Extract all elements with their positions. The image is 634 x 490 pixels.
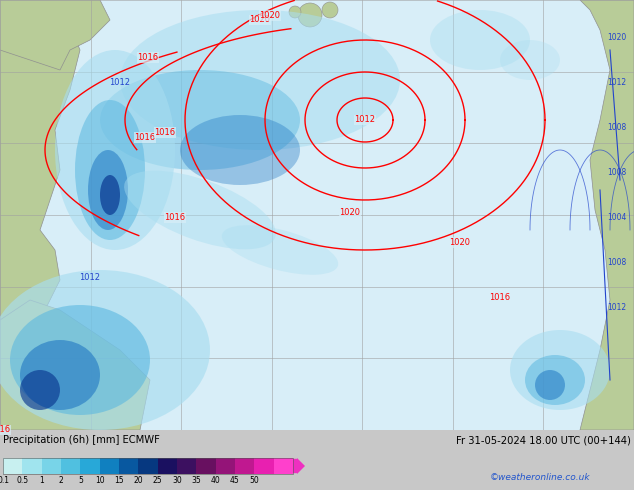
Text: 10: 10 [95,475,105,485]
Ellipse shape [88,150,128,230]
Polygon shape [0,300,150,430]
Text: 1012: 1012 [110,78,131,87]
Ellipse shape [55,50,175,250]
Text: 1008: 1008 [607,123,626,132]
Bar [254,458,274,474]
Bar [235,458,255,474]
Text: 25: 25 [153,475,162,485]
Bar [100,458,119,474]
Ellipse shape [124,171,276,249]
Text: 1020: 1020 [259,11,280,20]
Text: 50: 50 [249,475,259,485]
Text: 1012: 1012 [607,78,626,87]
Text: 2: 2 [58,475,63,485]
Text: 1: 1 [39,475,44,485]
Ellipse shape [75,100,145,240]
Text: 1012: 1012 [607,303,626,312]
Text: 1020: 1020 [450,238,470,247]
Text: 1012: 1012 [354,116,375,124]
Text: Fr 31-05-2024 18.00 UTC (00+144): Fr 31-05-2024 18.00 UTC (00+144) [456,435,631,445]
Ellipse shape [510,330,610,410]
Text: 0.1: 0.1 [0,475,9,485]
Text: 45: 45 [230,475,240,485]
Text: 1020: 1020 [607,33,626,42]
Text: 1008: 1008 [607,258,626,267]
Bar [138,458,158,474]
Text: 1016: 1016 [0,425,11,435]
Bar [3,458,23,474]
Circle shape [298,3,322,27]
Ellipse shape [20,340,100,410]
Text: 1016: 1016 [489,293,510,302]
Text: 1020: 1020 [250,16,271,24]
Circle shape [289,6,301,18]
Text: 5: 5 [78,475,83,485]
Text: 0.5: 0.5 [16,475,29,485]
Bar [158,458,178,474]
Text: 40: 40 [210,475,221,485]
Ellipse shape [10,305,150,415]
Text: 1016: 1016 [138,53,158,62]
Ellipse shape [100,175,120,215]
Bar [216,458,235,474]
Ellipse shape [120,10,400,150]
Text: 1004: 1004 [607,213,626,222]
Bar [42,458,61,474]
Ellipse shape [535,370,565,400]
Text: 1016: 1016 [134,133,155,142]
Text: 35: 35 [191,475,201,485]
Ellipse shape [0,270,210,430]
Polygon shape [0,0,80,430]
Ellipse shape [525,355,585,405]
Ellipse shape [100,70,300,170]
Ellipse shape [430,10,530,70]
Text: ©weatheronline.co.uk: ©weatheronline.co.uk [490,473,591,482]
Bar [81,458,100,474]
Bar [274,458,294,474]
Ellipse shape [180,115,300,185]
Text: 30: 30 [172,475,182,485]
Text: 1020: 1020 [339,208,361,217]
Ellipse shape [222,225,338,275]
Text: Precipitation (6h) [mm] ECMWF: Precipitation (6h) [mm] ECMWF [3,435,160,445]
Bar [61,458,81,474]
Ellipse shape [500,40,560,80]
Text: 15: 15 [114,475,124,485]
Circle shape [322,2,338,18]
Bar [197,458,216,474]
FancyArrow shape [293,458,305,474]
Bar [3,458,293,474]
Text: 1012: 1012 [79,273,101,282]
Bar [177,458,197,474]
Text: 1008: 1008 [607,168,626,177]
Polygon shape [0,0,110,70]
Polygon shape [580,0,634,430]
Text: 1016: 1016 [155,128,176,137]
Ellipse shape [20,370,60,410]
Text: 20: 20 [134,475,143,485]
Text: 1016: 1016 [164,213,186,222]
Bar [22,458,42,474]
Bar [119,458,139,474]
